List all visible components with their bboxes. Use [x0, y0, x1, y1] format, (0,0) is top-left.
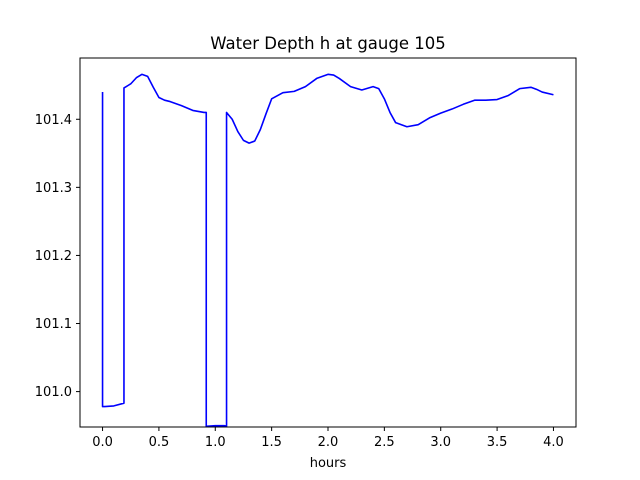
x-tick-label: 0.0 [92, 435, 113, 450]
x-tick-label: 1.5 [261, 435, 282, 450]
x-tick-label: 0.5 [149, 435, 170, 450]
x-tick-label: 4.0 [543, 435, 564, 450]
x-tick-label: 3.5 [487, 435, 508, 450]
y-tick-label: 101.3 [35, 181, 72, 196]
y-tick-label: 101.0 [35, 385, 72, 400]
series-line-1 [101, 73, 554, 428]
x-tick-label: 1.0 [205, 435, 226, 450]
x-tick-label: 2.5 [374, 435, 395, 450]
y-tick-label: 101.2 [35, 249, 72, 264]
x-tick-label: 2.0 [318, 435, 339, 450]
y-tick-label: 101.4 [35, 113, 72, 128]
chart-title: Water Depth h at gauge 105 [210, 34, 445, 53]
y-tick-label: 101.1 [35, 317, 72, 332]
x-tick-label: 3.0 [430, 435, 451, 450]
x-axis-label: hours [310, 456, 347, 471]
